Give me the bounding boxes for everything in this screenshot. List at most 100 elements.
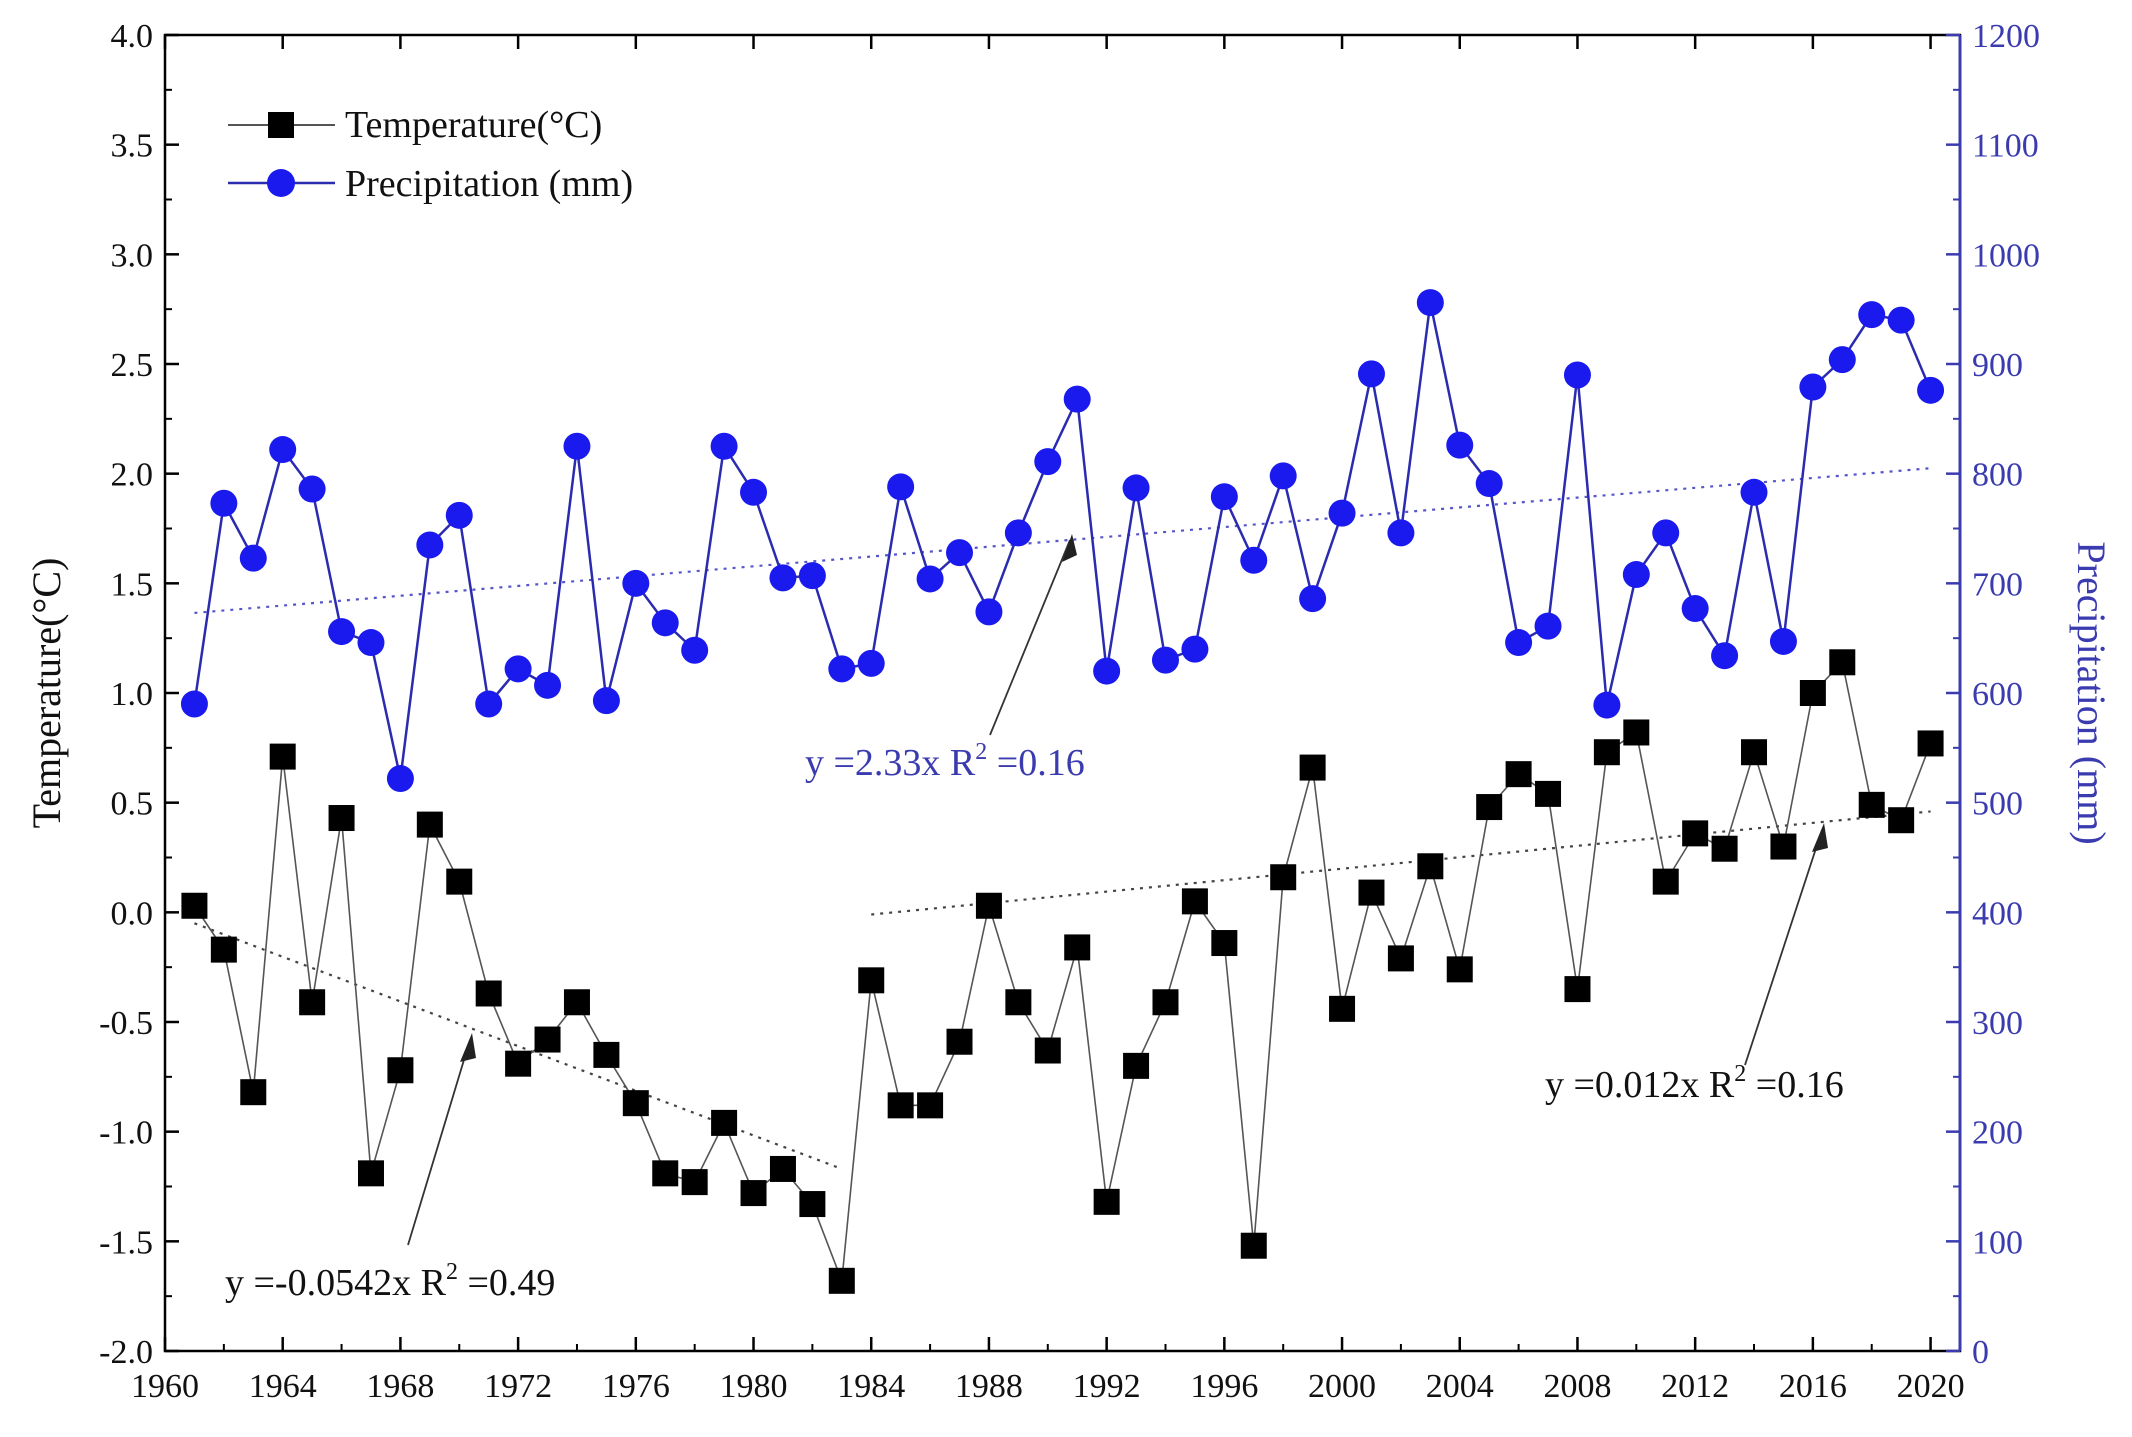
x-tick-label: 2000 <box>1308 1368 1376 1405</box>
legend: Temperature(°C) Precipitation (mm) <box>228 104 633 205</box>
y-tick-label: 3.5 <box>111 128 154 165</box>
y2-tick-label: 900 <box>1972 347 2023 384</box>
temperature-point <box>711 1109 738 1136</box>
temperature-point <box>1682 820 1709 847</box>
temperature-point <box>1181 888 1208 915</box>
precipitation-point <box>210 489 238 517</box>
annotation-label-temp-late: y =0.012x R2 =0.16 <box>1545 1061 1844 1106</box>
y2-tick-label: 0 <box>1972 1334 1989 1371</box>
precipitation-point <box>1534 612 1562 640</box>
precipitation-point <box>681 636 709 664</box>
y2-axis-title: Precipitation (mm) <box>2069 541 2114 844</box>
temperature-point <box>1417 853 1444 880</box>
x-tick-label: 2008 <box>1543 1368 1611 1405</box>
precipitation-point <box>857 649 885 677</box>
temperature-point <box>1270 864 1297 891</box>
y-tick-label: 3.0 <box>111 237 154 274</box>
precipitation-point <box>504 655 532 683</box>
annotation-temp-early: y =-0.0542x R2 =0.49 <box>225 1033 555 1304</box>
y-tick-label: 1.0 <box>111 676 154 713</box>
precipitation-point <box>357 629 385 657</box>
annotation-label-temp-early: y =-0.0542x R2 =0.49 <box>225 1259 555 1304</box>
y-tick-label: -0.5 <box>99 1005 153 1042</box>
temperature-point <box>975 892 1002 919</box>
precipitation-point <box>1151 646 1179 674</box>
temperature-point <box>1064 934 1091 961</box>
temperature-point <box>240 1079 267 1106</box>
series-layer <box>180 289 1945 1294</box>
precipitation-point <box>1799 373 1827 401</box>
legend-item-temperature: Temperature(°C) <box>228 104 602 146</box>
precipitation-point <box>1858 301 1886 329</box>
x-tick-label: 1984 <box>837 1368 905 1405</box>
x-tick-label: 2012 <box>1661 1368 1729 1405</box>
temperature-point <box>446 868 473 895</box>
temperature-point <box>887 1092 914 1119</box>
precipitation-point <box>1240 546 1268 574</box>
precipitation-point <box>1004 519 1032 547</box>
temperature-point <box>387 1057 414 1084</box>
y-tick-label: 2.5 <box>111 347 154 384</box>
temperature-point <box>1917 730 1944 757</box>
trendline-2 <box>871 810 1931 916</box>
temperature-point <box>828 1267 855 1294</box>
annotation-label-precip: y =2.33x R2 =0.16 <box>805 739 1085 784</box>
annot-temp-early-sup: 2 <box>446 1259 458 1285</box>
precipitation-point <box>592 687 620 715</box>
annot-temp-late-post: =0.16 <box>1746 1064 1843 1106</box>
trendline-1 <box>194 922 843 1170</box>
precipitation-point <box>180 690 208 718</box>
x-tick-label: 1960 <box>131 1368 199 1405</box>
precipitation-point <box>1063 385 1091 413</box>
precipitation-point <box>298 475 326 503</box>
temperature-point <box>1123 1052 1150 1079</box>
temperature-point <box>1358 879 1385 906</box>
precipitation-point <box>769 564 797 592</box>
precipitation-point <box>1769 627 1797 655</box>
precipitation-point <box>386 765 414 793</box>
precipitation-point <box>1622 561 1650 589</box>
trendline-0 <box>194 467 1931 615</box>
y2-tick-label: 1200 <box>1972 18 2040 55</box>
x-tick-label: 1992 <box>1073 1368 1141 1405</box>
precipitation-point <box>887 473 915 501</box>
precipitation-point <box>416 531 444 559</box>
temperature-point <box>1741 739 1768 766</box>
temperature-point <box>269 743 296 770</box>
temperature-point <box>1152 989 1179 1016</box>
temperature-point <box>1299 754 1326 781</box>
axes-layer: 1960 1964 1968 1972 1976 1980 1984 1988 1992 1996… <box>99 18 2040 1405</box>
precipitation-point <box>1828 346 1856 374</box>
temperature-point <box>593 1041 620 1068</box>
x-tick-label: 2016 <box>1779 1368 1847 1405</box>
y-tick-label: -2.0 <box>99 1334 153 1371</box>
y-tick-label: 0.5 <box>111 786 154 823</box>
annot-precip-pre: y =2.33x R <box>805 742 976 784</box>
legend-label-temperature: Temperature(°C) <box>345 104 602 146</box>
precipitation-point <box>1387 519 1415 547</box>
temperature-point <box>505 1050 532 1077</box>
temperature-point <box>534 1026 561 1053</box>
y2-tick-label: 200 <box>1972 1115 2023 1152</box>
y2-tick-label: 400 <box>1972 895 2023 932</box>
temperature-point <box>1799 680 1826 706</box>
precipitation-point <box>1299 585 1327 613</box>
temperature-point <box>917 1092 944 1119</box>
precipitation-point <box>1093 657 1121 685</box>
precipitation-point <box>1563 361 1591 389</box>
temperature-point <box>740 1180 767 1207</box>
precipitation-point <box>1034 448 1062 476</box>
temperature-point <box>357 1160 384 1187</box>
precipitation-point <box>563 432 591 460</box>
annotation-temp-late: y =0.012x R2 =0.16 <box>1545 823 1844 1106</box>
arrow-head-icon <box>1812 823 1828 852</box>
x-tick-label: 2004 <box>1426 1368 1494 1405</box>
plot-frame <box>163 33 1962 1353</box>
precipitation-point <box>798 562 826 590</box>
precipitation-point <box>328 618 356 646</box>
annot-temp-late-sup: 2 <box>1734 1061 1746 1087</box>
y-axis-title: Temperature(°C) <box>24 558 69 829</box>
x-tick-label: 1968 <box>366 1368 434 1405</box>
precipitation-point <box>1711 642 1739 670</box>
precipitation-point <box>651 609 679 637</box>
